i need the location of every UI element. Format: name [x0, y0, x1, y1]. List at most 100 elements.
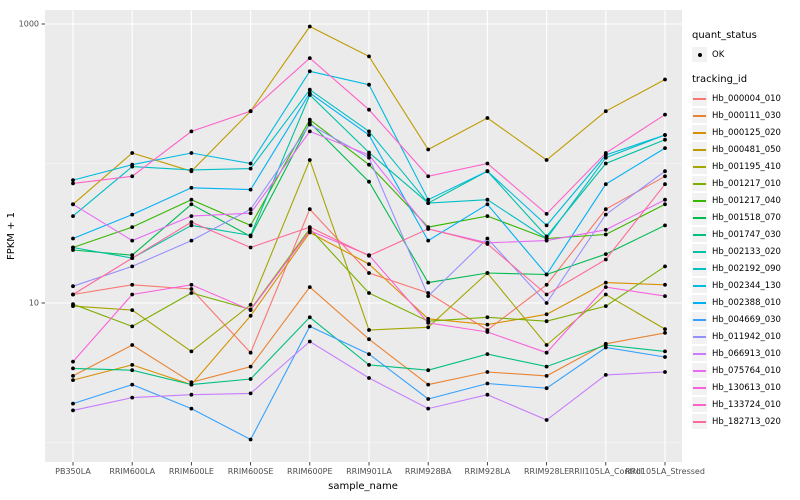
legend-key — [692, 380, 707, 395]
data-point — [367, 291, 371, 295]
legend-key — [692, 278, 707, 293]
legend-item: Hb_000481_050 — [692, 141, 798, 158]
line-swatch-icon — [693, 131, 706, 134]
legend-item: Hb_075764_010 — [692, 362, 798, 379]
legend-item: Hb_000111_030 — [692, 107, 798, 124]
data-point — [485, 370, 490, 374]
x-tick-label: RRIM928LE — [524, 467, 569, 476]
data-point — [189, 185, 194, 190]
data-point — [544, 343, 549, 347]
legend-spacer — [692, 63, 798, 74]
data-point — [307, 117, 312, 122]
data-point — [307, 87, 312, 92]
data-point — [544, 223, 549, 228]
data-point — [248, 313, 253, 318]
point-marker-icon — [697, 52, 702, 57]
legend-item-label: Hb_000125_020 — [712, 127, 781, 138]
data-point — [130, 395, 135, 400]
data-point — [189, 282, 194, 287]
data-point — [189, 214, 194, 219]
data-point — [307, 339, 312, 344]
data-point — [603, 292, 608, 297]
data-point — [663, 294, 667, 298]
line-swatch-icon — [693, 284, 706, 287]
legend-item: Hb_002192_090 — [692, 260, 798, 277]
data-point — [603, 151, 608, 155]
legend-title-tracking-id: tracking_id — [692, 74, 748, 85]
data-point — [663, 77, 667, 82]
legend-item-label: Hb_001195_410 — [712, 161, 781, 172]
data-point — [248, 245, 253, 250]
x-tick-label: RRIM600SE — [228, 467, 274, 476]
data-point — [189, 197, 194, 202]
legend-item: Hb_000125_020 — [692, 124, 798, 141]
data-point — [544, 212, 549, 216]
data-point — [189, 202, 194, 207]
data-point — [130, 212, 135, 217]
data-point — [663, 282, 667, 287]
data-point — [130, 292, 135, 297]
legend-key — [692, 176, 707, 191]
legend-key — [692, 108, 707, 123]
data-point — [663, 264, 667, 269]
data-point — [603, 207, 608, 212]
line-swatch-icon — [693, 250, 706, 253]
legend-item-label: Hb_001217_010 — [712, 178, 781, 189]
data-point — [544, 158, 549, 162]
legend-item-label: Hb_002344_130 — [712, 280, 781, 291]
data-point — [603, 227, 608, 232]
data-point — [189, 129, 194, 134]
legend-item-label: Hb_001747_030 — [712, 229, 781, 240]
data-point — [248, 350, 253, 355]
x-tick-label: RRIM901LA — [346, 467, 392, 476]
data-point — [663, 327, 667, 331]
x-tick-label: RRII105LA_Stressed — [625, 467, 705, 476]
legend-item-label: Hb_002192_090 — [712, 263, 781, 274]
data-point — [485, 202, 490, 207]
data-point — [189, 392, 194, 397]
legend-key — [692, 47, 707, 62]
data-point — [307, 122, 312, 127]
legend-item-label: Hb_133724_010 — [712, 399, 781, 410]
data-point — [485, 330, 490, 334]
legend-key — [692, 244, 707, 259]
data-point — [367, 107, 371, 112]
data-point — [426, 291, 431, 295]
data-point — [130, 151, 135, 155]
data-point — [71, 374, 75, 378]
line-swatch-icon — [693, 335, 706, 338]
data-point — [307, 91, 312, 95]
data-point — [663, 137, 667, 142]
data-point — [603, 280, 608, 285]
x-tick-label: RRII105LA_Control — [569, 467, 643, 476]
legend-key — [692, 329, 707, 344]
line-swatch-icon — [693, 386, 706, 389]
data-point — [544, 364, 549, 369]
data-point — [663, 370, 667, 374]
x-tick-label: RRIM600PE — [287, 467, 333, 476]
data-point — [130, 382, 135, 387]
data-point — [367, 162, 371, 167]
legend-item: Hb_001195_410 — [692, 158, 798, 175]
line-swatch-icon — [693, 420, 706, 423]
data-point — [189, 168, 194, 172]
data-point — [544, 282, 549, 287]
legend-item-label: Hb_000111_030 — [712, 110, 781, 121]
data-point — [130, 264, 135, 269]
legend-item-label: Hb_075764_010 — [712, 365, 781, 376]
data-point — [71, 245, 75, 250]
data-point — [307, 69, 312, 74]
line-swatch-icon — [693, 369, 706, 372]
data-point — [367, 337, 371, 342]
legend-item-label: Hb_001217_040 — [712, 195, 781, 206]
y-tick-label: 1000 — [19, 20, 39, 29]
data-point — [248, 302, 253, 307]
legend-item: Hb_130613_010 — [692, 379, 798, 396]
data-point — [485, 315, 490, 320]
legend-key — [692, 210, 707, 225]
x-tick-label: RRIM928BA — [405, 467, 452, 476]
data-point — [130, 324, 135, 329]
legend-key — [692, 346, 707, 361]
data-point — [71, 292, 75, 297]
data-point — [367, 129, 371, 134]
